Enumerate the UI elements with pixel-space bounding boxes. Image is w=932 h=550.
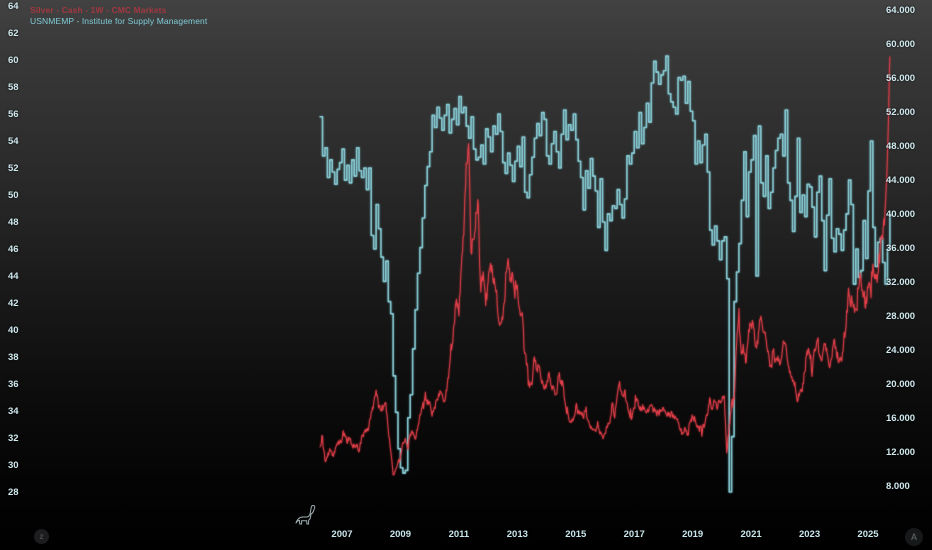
left-axis-tick-label: 46 — [8, 243, 19, 255]
left-axis-tick-label: 32 — [8, 432, 19, 444]
left-axis-tick-label: 30 — [8, 459, 19, 471]
left-axis-tick-label: 34 — [8, 405, 19, 417]
left-axis-tick-label: 36 — [8, 378, 19, 390]
corner-watermark-glyph: z — [39, 532, 44, 541]
left-axis-tick-label: 60 — [8, 54, 19, 66]
left-axis-tick-label: 48 — [8, 216, 19, 228]
left-axis-tick-label: 58 — [8, 81, 19, 93]
legend-symbol-title[interactable]: Silver - Cash - 1W - CMC Markets — [30, 5, 167, 15]
right-axis-tick-label: 28.000 — [886, 310, 916, 322]
left-axis-tick-label: 64 — [8, 0, 19, 12]
left-axis-tick-label: 38 — [8, 351, 19, 363]
right-axis-tick-label: 56.000 — [886, 72, 916, 84]
time-axis-tick-label: 2021 — [740, 529, 762, 540]
left-axis-tick-label: 44 — [8, 270, 19, 282]
right-axis-tick-label: 36.000 — [886, 242, 916, 254]
right-axis-tick-label: 20.000 — [886, 378, 916, 390]
right-axis-tick-label: 8.000 — [886, 480, 910, 492]
time-axis-tick-label: 2009 — [389, 529, 412, 540]
dinosaur-watermark-icon — [295, 504, 316, 525]
right-axis-tick-label: 52.000 — [886, 106, 916, 118]
time-axis-tick-label: 2017 — [623, 529, 645, 540]
time-axis-tick-label: 2023 — [798, 529, 821, 540]
right-axis-tick-label: 60.000 — [886, 38, 916, 50]
left-axis-tick-label: 50 — [8, 189, 19, 201]
time-axis-tick-label: 2013 — [506, 529, 528, 540]
corner-watermark-badge[interactable]: z — [34, 529, 49, 544]
time-axis-tick-label: 2015 — [565, 529, 587, 540]
legend-indicator-title[interactable]: USNMEMP - Institute for Supply Managemen… — [30, 16, 208, 26]
right-axis-tick-label: 48.000 — [886, 140, 916, 152]
left-axis-tick-label: 40 — [8, 324, 19, 336]
time-axis-tick-label: 2019 — [682, 529, 704, 540]
right-axis-tick-label: 16.000 — [886, 412, 916, 424]
right-axis-tick-label: 24.000 — [886, 344, 916, 356]
autoscale-label: A — [910, 532, 918, 542]
time-axis-tick-label: 2011 — [448, 529, 470, 540]
right-axis-tick-label: 44.000 — [886, 174, 916, 186]
right-axis-tick-label: 32.000 — [886, 276, 916, 288]
left-axis-tick-label: 52 — [8, 162, 19, 174]
right-axis-tick-label: 64.000 — [886, 4, 916, 16]
left-axis-tick-label: 56 — [8, 108, 19, 120]
right-axis-tick-label: 12.000 — [886, 446, 916, 458]
time-axis-tick-label: 2025 — [857, 529, 879, 540]
left-axis-tick-label: 54 — [8, 135, 19, 147]
left-axis-tick-label: 62 — [8, 27, 19, 39]
right-axis-tick-label: 40.000 — [886, 208, 916, 220]
left-axis-tick-label: 42 — [8, 297, 19, 309]
left-axis-tick-label: 28 — [8, 486, 19, 498]
legend[interactable]: Silver - Cash - 1W - CMC Markets USNMEMP… — [30, 5, 207, 27]
time-axis-tick-label: 2007 — [331, 529, 353, 540]
autoscale-badge[interactable]: A — [905, 528, 923, 546]
